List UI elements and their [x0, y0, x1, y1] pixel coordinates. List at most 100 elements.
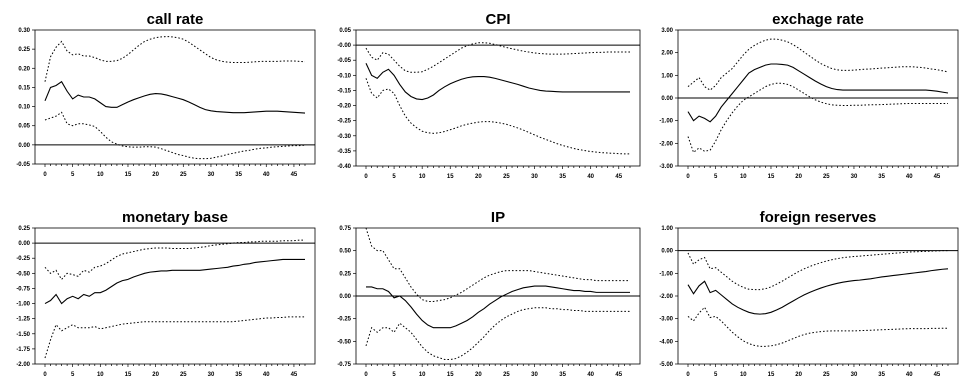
x-tick-label: 45 — [291, 372, 298, 378]
y-tick-label: -3.00 — [659, 164, 673, 170]
y-tick-label: 0.30 — [18, 28, 30, 34]
x-tick-label: 20 — [152, 372, 159, 378]
x-tick-label: 10 — [97, 172, 104, 178]
x-tick-label: 30 — [851, 174, 858, 180]
y-tick-label: -0.30 — [337, 134, 351, 140]
x-tick-label: 15 — [447, 372, 454, 378]
x-tick-label: 45 — [934, 372, 941, 378]
x-tick-label: 25 — [180, 172, 187, 178]
x-tick-label: 35 — [559, 372, 566, 378]
x-tick-label: 5 — [714, 174, 718, 180]
x-tick-label: 0 — [43, 172, 47, 178]
y-tick-label: 1.00 — [661, 73, 673, 79]
y-tick-label: -0.25 — [337, 317, 351, 323]
x-tick-label: 20 — [795, 372, 802, 378]
panel-call-rate: call rate 0.30 0.25 0.20 0.15 0.10 0.05 0.00 -0.… — [16, 11, 316, 178]
x-tick-label: 15 — [768, 372, 775, 378]
y-tick-label: -1.00 — [16, 302, 30, 308]
x-tick-label: 20 — [475, 372, 482, 378]
y-tick-label: -0.75 — [16, 286, 30, 292]
plot-frame — [355, 29, 641, 167]
x-tick-label: 25 — [823, 372, 830, 378]
upper-confidence-band — [687, 250, 948, 291]
y-tick-label: -0.50 — [337, 339, 351, 345]
x-tick-label: 0 — [364, 372, 368, 378]
upper-confidence-band — [687, 38, 949, 91]
x-tick-label: 40 — [906, 174, 913, 180]
y-tick-label: 0.25 — [18, 226, 30, 232]
y-tick-label: -1.25 — [16, 317, 30, 323]
impulse-response-line — [365, 63, 630, 101]
x-tick-label: 40 — [263, 172, 270, 178]
y-tick-label: 0.00 — [661, 96, 673, 102]
plot-frame — [677, 227, 959, 365]
y-tick-label: -4.00 — [659, 339, 673, 345]
panel-exchage-rate: exchage rate 3.00 2.00 1.00 0.00 -1.00 -2.00 -3… — [659, 11, 959, 180]
x-tick-label: 30 — [851, 372, 858, 378]
y-tick-label: -0.10 — [337, 73, 351, 79]
upper-confidence-band — [365, 42, 630, 73]
y-tick-label: -0.35 — [337, 149, 351, 155]
y-tick-label: -3.00 — [659, 317, 673, 323]
y-tick-label: 2.00 — [661, 51, 673, 57]
x-tick-label: 10 — [419, 174, 426, 180]
x-tick-label: 35 — [235, 172, 242, 178]
x-tick-label: 25 — [503, 174, 510, 180]
x-tick-label: 40 — [587, 372, 594, 378]
x-tick-label: 40 — [587, 174, 594, 180]
x-tick-label: 15 — [125, 172, 132, 178]
y-tick-label: -0.75 — [337, 362, 351, 368]
x-tick-label: 20 — [475, 174, 482, 180]
plot-frame — [34, 29, 316, 165]
x-tick-label: 15 — [125, 372, 132, 378]
x-tick-label: 25 — [823, 174, 830, 180]
panel-title-ip: IP — [491, 209, 505, 226]
panel-cpi: CPI 0.05 -0.00 -0.05 -0.10 -0.15 -0.20 -0.25 -0.… — [337, 11, 641, 180]
y-tick-label: -0.40 — [337, 164, 351, 170]
y-tick-label: 0.25 — [18, 47, 30, 53]
upper-confidence-band — [365, 227, 630, 302]
y-tick-label: 0.05 — [339, 28, 351, 34]
y-tick-label: -0.00 — [337, 43, 351, 49]
x-tick-label: 45 — [615, 372, 622, 378]
x-tick-label: 15 — [447, 174, 454, 180]
x-tick-label: 35 — [559, 174, 566, 180]
x-tick-label: 0 — [43, 372, 47, 378]
panel-foreign-reserves: foreign reserves 1.00 0.00 -1.00 -2.00 -3.00 -… — [659, 209, 959, 378]
x-tick-label: 25 — [180, 372, 187, 378]
x-tick-label: 15 — [768, 174, 775, 180]
y-tick-label: 0.15 — [18, 85, 30, 91]
panel-monetary-base: monetary base 0.25 0.00 -0.25 -0.50 -0.75 -1.0… — [16, 209, 316, 378]
x-tick-label: 10 — [97, 372, 104, 378]
x-tick-label: 10 — [740, 174, 747, 180]
x-tick-label: 30 — [531, 372, 538, 378]
x-tick-label: 20 — [152, 172, 159, 178]
x-tick-label: 35 — [878, 372, 885, 378]
panel-ip: IP 0.75 0.50 0.25 0.00 -0.25 -0.50 -0.75 0 5 10 15 2… — [337, 209, 641, 378]
x-tick-label: 5 — [71, 372, 75, 378]
x-tick-label: 30 — [208, 172, 215, 178]
lower-confidence-band — [44, 316, 305, 359]
x-tick-label: 35 — [878, 174, 885, 180]
x-tick-label: 5 — [71, 172, 75, 178]
y-tick-label: -2.00 — [659, 141, 673, 147]
y-tick-label: 0.10 — [18, 105, 30, 111]
lower-confidence-band — [365, 78, 630, 155]
upper-confidence-band — [44, 36, 306, 82]
x-tick-label: 45 — [291, 172, 298, 178]
y-tick-label: -2.00 — [659, 294, 673, 300]
x-tick-label: 10 — [419, 372, 426, 378]
x-tick-label: 45 — [934, 174, 941, 180]
impulse-response-line — [687, 268, 949, 315]
x-tick-label: 30 — [208, 372, 215, 378]
impulse-response-line — [44, 80, 306, 114]
x-tick-label: 30 — [531, 174, 538, 180]
panel-title-cpi: CPI — [485, 11, 510, 28]
x-tick-label: 35 — [235, 372, 242, 378]
y-tick-label: 0.05 — [18, 124, 30, 130]
x-tick-label: 10 — [740, 372, 747, 378]
y-tick-label: 0.00 — [339, 294, 351, 300]
upper-confidence-band — [44, 239, 305, 281]
y-tick-label: -0.25 — [337, 119, 351, 125]
